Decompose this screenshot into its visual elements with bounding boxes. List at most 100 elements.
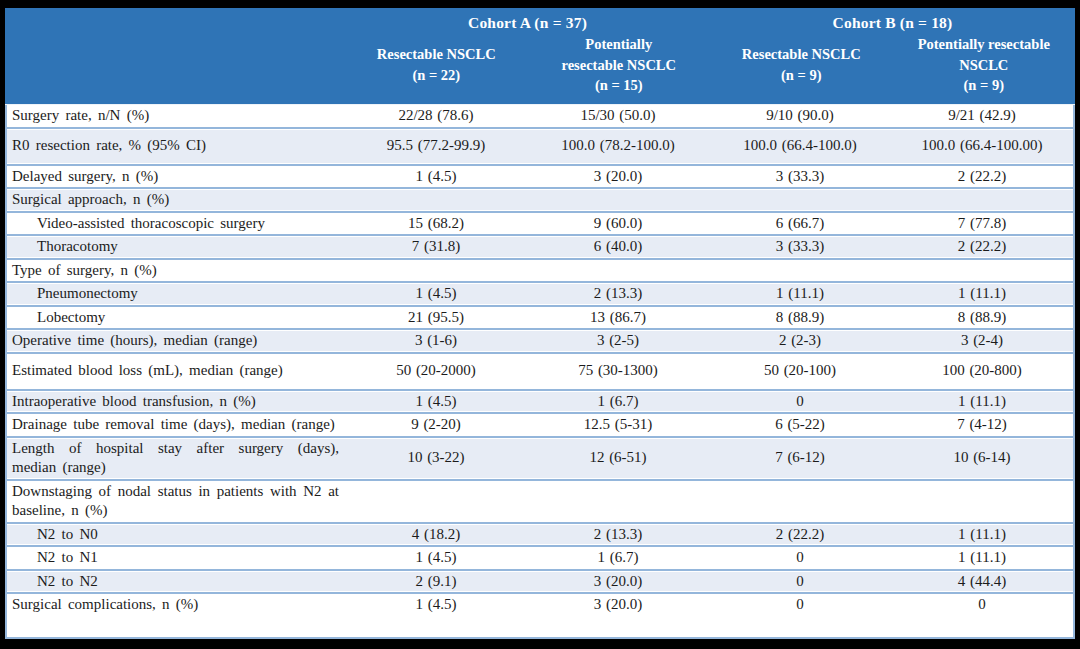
row-label: N2 to N1 xyxy=(7,547,345,569)
cell-value: 21 (95.5) xyxy=(345,307,527,329)
cell-value: 10 (3-22) xyxy=(345,447,527,469)
cell-value: 9/21 (42.9) xyxy=(891,105,1073,127)
table-row: Length of hospital stay after surgery (d… xyxy=(7,436,1073,479)
cell-value xyxy=(891,199,1073,201)
row-label: Downstaging of nodal status in patients … xyxy=(7,481,345,522)
cohort-b-header: Cohort B (n = 18) xyxy=(710,14,1075,32)
cell-value: 1 (11.1) xyxy=(891,391,1073,413)
cell-value: 8 (88.9) xyxy=(891,307,1073,329)
cell-value: 1 (4.5) xyxy=(345,594,527,616)
cell-value: 3 (20.0) xyxy=(527,594,709,616)
cell-value: 1 (11.1) xyxy=(709,283,891,305)
cell-value: 9 (2-20) xyxy=(345,414,527,436)
table-row: N2 to N2 2 (9.1) 3 (20.0) 0 4 (44.4) xyxy=(7,569,1073,593)
cell-value: 4 (18.2) xyxy=(345,524,527,546)
cell-value: 10 (6-14) xyxy=(891,447,1073,469)
cell-value: 1 (6.7) xyxy=(527,547,709,569)
header-spacer xyxy=(5,14,345,32)
table-row: Video-assisted thoracoscopic surgery 15 … xyxy=(7,211,1073,235)
section-header-row: Surgical approach, n (%) xyxy=(7,187,1073,211)
cell-value: 12.5 (5-31) xyxy=(527,414,709,436)
cell-value: 3 (33.3) xyxy=(709,166,891,188)
cell-value: 4 (44.4) xyxy=(891,571,1073,593)
cell-value: 2 (2-3) xyxy=(709,330,891,352)
cell-value: 0 xyxy=(709,547,891,569)
cell-value: 3 (33.3) xyxy=(709,236,891,258)
cell-value xyxy=(345,500,527,502)
cell-value xyxy=(345,269,527,271)
cell-value: 9/10 (90.0) xyxy=(709,105,891,127)
cell-value: 15/30 (50.0) xyxy=(527,105,709,127)
row-label: Lobectomy xyxy=(7,307,345,329)
table-row: Estimated blood loss (mL), median (range… xyxy=(7,352,1073,389)
cell-value: 50 (20-2000) xyxy=(345,360,527,382)
cell-value xyxy=(345,199,527,201)
cell-value: 50 (20-100) xyxy=(709,360,891,382)
table-row: Surgery rate, n/N (%) 22/28 (78.6) 15/30… xyxy=(7,105,1073,127)
cell-value: 1 (4.5) xyxy=(345,283,527,305)
row-label: N2 to N0 xyxy=(7,524,345,546)
cell-value: 100 (20-800) xyxy=(891,360,1073,382)
section-header-row: Type of surgery, n (%) xyxy=(7,258,1073,282)
table-row: Intraoperative blood transfusion, n (%) … xyxy=(7,389,1073,413)
cell-value: 1 (11.1) xyxy=(891,524,1073,546)
cell-value: 8 (88.9) xyxy=(709,307,891,329)
table-row: Operative time (hours), median (range) 3… xyxy=(7,328,1073,352)
table-row: N2 to N0 4 (18.2) 2 (13.3) 2 (22.2) 1 (1… xyxy=(7,522,1073,546)
row-label: Length of hospital stay after surgery (d… xyxy=(7,438,345,479)
row-label: Intraoperative blood transfusion, n (%) xyxy=(7,391,345,413)
table-body: Surgery rate, n/N (%) 22/28 (78.6) 15/30… xyxy=(5,105,1075,639)
cell-value: 3 (2-4) xyxy=(891,330,1073,352)
cell-value: 13 (86.7) xyxy=(527,307,709,329)
cell-value: 7 (31.8) xyxy=(345,236,527,258)
cell-value: 9 (60.0) xyxy=(527,213,709,235)
cell-value: 95.5 (77.2-99.9) xyxy=(345,135,527,157)
cell-value: 2 (13.3) xyxy=(527,283,709,305)
cell-value: 1 (6.7) xyxy=(527,391,709,413)
cell-value: 75 (30-1300) xyxy=(527,360,709,382)
cell-value: 0 xyxy=(709,391,891,413)
cell-value: 15 (68.2) xyxy=(345,213,527,235)
table-row: Thoracotomy 7 (31.8) 6 (40.0) 3 (33.3) 2… xyxy=(7,234,1073,258)
cell-value xyxy=(709,269,891,271)
cell-value: 1 (4.5) xyxy=(345,547,527,569)
row-label: Drainage tube removal time (days), media… xyxy=(7,414,345,436)
cell-value: 3 (20.0) xyxy=(527,571,709,593)
cell-value: 7 (77.8) xyxy=(891,213,1073,235)
cell-value: 1 (11.1) xyxy=(891,283,1073,305)
cell-value: 0 xyxy=(891,594,1073,616)
row-label: Pneumonectomy xyxy=(7,283,345,305)
cell-value: 100.0 (66.4-100.00) xyxy=(891,135,1073,157)
cell-value: 12 (6-51) xyxy=(527,447,709,469)
section-header-row: Downstaging of nodal status in patients … xyxy=(7,479,1073,522)
column-header-potentially-resectable-a: Potentially resectable NSCLC (n = 15) xyxy=(528,34,711,96)
cell-value: 2 (22.2) xyxy=(709,524,891,546)
column-header-resectable-b: Resectable NSCLC (n = 9) xyxy=(710,44,893,85)
row-label: Surgical complications, n (%) xyxy=(7,594,345,616)
column-header-row: Resectable NSCLC (n = 22) Potentially re… xyxy=(5,32,1075,104)
cell-value xyxy=(527,269,709,271)
cell-value xyxy=(891,500,1073,502)
cell-value xyxy=(709,500,891,502)
row-label: Surgical approach, n (%) xyxy=(7,189,345,211)
column-header-potentially-resectable-b: Potentially resectable NSCLC (n = 9) xyxy=(893,34,1076,96)
cell-value xyxy=(891,269,1073,271)
cohort-a-header: Cohort A (n = 37) xyxy=(345,14,710,32)
cell-value: 2 (22.2) xyxy=(891,166,1073,188)
cell-value: 0 xyxy=(709,594,891,616)
cell-value: 2 (9.1) xyxy=(345,571,527,593)
cell-value: 6 (40.0) xyxy=(527,236,709,258)
cell-value: 2 (13.3) xyxy=(527,524,709,546)
cell-value: 3 (20.0) xyxy=(527,166,709,188)
row-label: Estimated blood loss (mL), median (range… xyxy=(7,360,345,382)
cell-value xyxy=(709,199,891,201)
cell-value: 1 (11.1) xyxy=(891,547,1073,569)
row-label: Operative time (hours), median (range) xyxy=(7,330,345,352)
table-row: Pneumonectomy 1 (4.5) 2 (13.3) 1 (11.1) … xyxy=(7,281,1073,305)
cell-value: 6 (66.7) xyxy=(709,213,891,235)
cell-value: 2 (22.2) xyxy=(891,236,1073,258)
outcomes-table: Cohort A (n = 37) Cohort B (n = 18) Rese… xyxy=(5,8,1075,639)
row-label: Thoracotomy xyxy=(7,236,345,258)
cell-value: 1 (4.5) xyxy=(345,391,527,413)
cell-value: 1 (4.5) xyxy=(345,166,527,188)
